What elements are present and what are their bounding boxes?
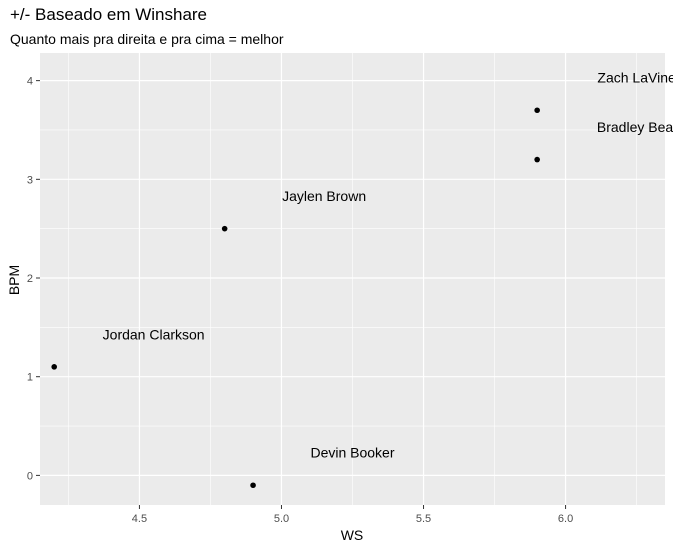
chart-title: +/- Baseado em Winshare [10, 5, 208, 24]
x-axis-label: WS [341, 527, 364, 543]
axis-ticks: 4.5 5.0 5.5 6.0 0 1 2 3 4 [27, 76, 573, 525]
y-tick-label: 1 [27, 372, 33, 384]
data-points [51, 107, 540, 489]
y-axis-label: BPM [6, 265, 22, 295]
data-point [221, 225, 228, 232]
x-tick-label: 5.0 [274, 513, 289, 525]
data-point [534, 107, 540, 114]
y-tick-label: 3 [27, 174, 33, 186]
y-tick-label: 2 [27, 273, 33, 285]
x-tick-label: 6.0 [558, 513, 573, 525]
point-label: Bradley Beal [597, 119, 673, 135]
data-point [250, 482, 256, 489]
point-label: Jordan Clarkson [103, 326, 205, 342]
data-point [534, 156, 540, 163]
x-tick-label: 4.5 [132, 513, 147, 525]
point-label: Jaylen Brown [282, 188, 366, 204]
grid-major [40, 53, 665, 505]
y-tick-label: 4 [27, 76, 33, 88]
grid-minor [40, 53, 665, 505]
y-tick-label: 0 [27, 470, 33, 482]
x-tick-label: 5.5 [416, 513, 431, 525]
chart-subtitle: Quanto mais pra direita e pra cima = mel… [10, 31, 284, 47]
point-labels: Jordan Clarkson Jaylen Brown Devin Booker Z… [103, 70, 673, 461]
point-label: Devin Booker [310, 445, 394, 461]
point-label: Zach LaVine [597, 70, 673, 86]
data-point [51, 364, 58, 370]
